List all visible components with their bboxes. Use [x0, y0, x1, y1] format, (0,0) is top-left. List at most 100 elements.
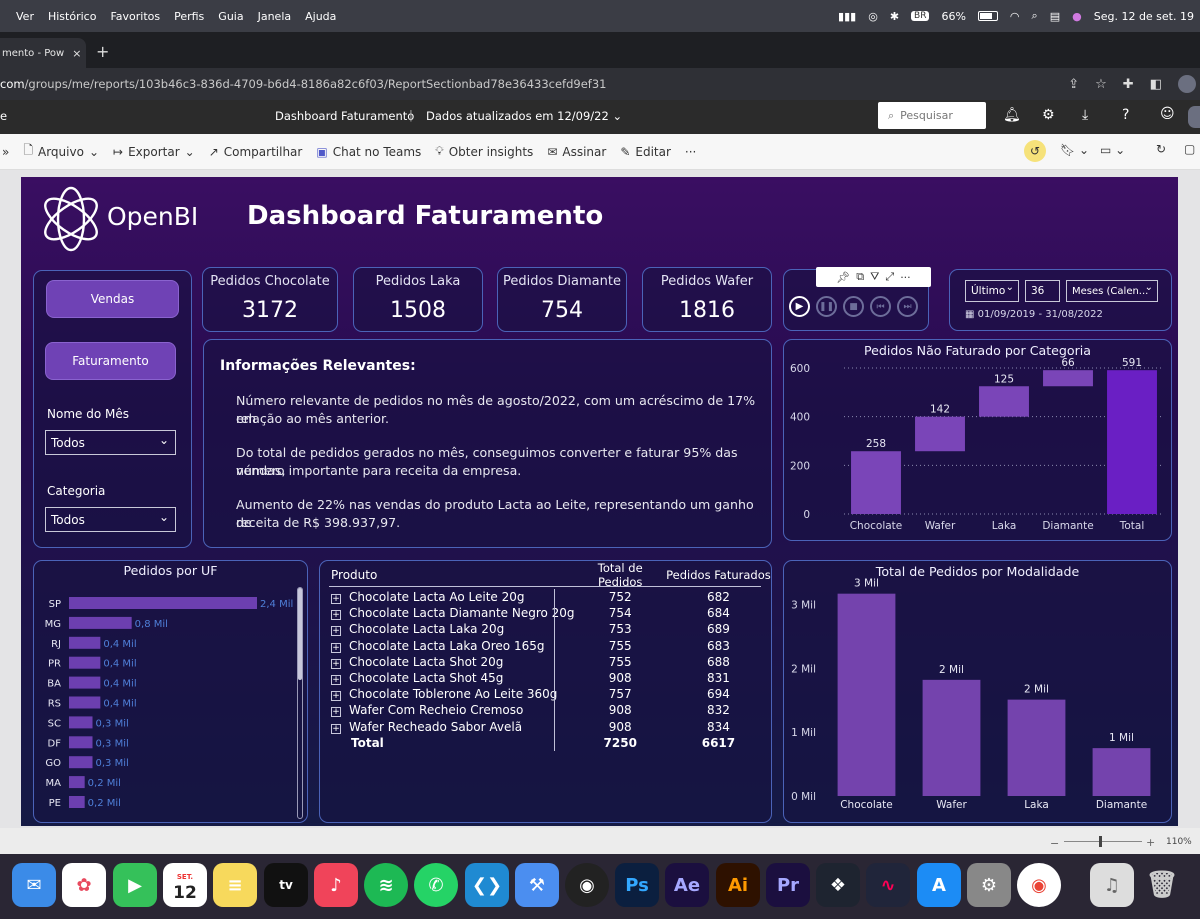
- menu-favoritos[interactable]: Favoritos: [110, 9, 161, 23]
- zoom-slider[interactable]: [1064, 841, 1142, 842]
- whatsapp-app-icon[interactable]: ✆: [414, 863, 458, 907]
- copy-icon[interactable]: ⧉: [856, 270, 865, 283]
- expand-row-icon[interactable]: +: [331, 723, 341, 734]
- table-row[interactable]: + Chocolate Lacta Diamante Negro 20g 754 68…: [320, 605, 771, 621]
- url-text[interactable]: com/groups/me/reports/103b46c3-836d-4709…: [0, 77, 606, 91]
- refresh-icon[interactable]: ↻: [1156, 142, 1167, 156]
- calendar-app-icon[interactable]: SET. 12: [163, 863, 207, 907]
- assinar-button[interactable]: ✉ Assinar: [547, 145, 606, 159]
- col-header-total[interactable]: Total de Pedidos: [597, 561, 643, 589]
- xcode-app-icon[interactable]: ⚒: [515, 863, 559, 907]
- stop-icon[interactable]: ■: [843, 296, 864, 317]
- search-box[interactable]: ⌕ Pesquisar: [878, 102, 986, 129]
- menu-ver[interactable]: Ver: [16, 9, 34, 23]
- creative-cloud-icon[interactable]: ◎: [868, 9, 878, 23]
- insights-button[interactable]: 💡︎ Obter insights: [435, 144, 533, 159]
- expand-row-icon[interactable]: +: [331, 626, 341, 637]
- expand-row-icon[interactable]: +: [331, 594, 341, 605]
- reset-icon[interactable]: ↺: [1024, 140, 1046, 162]
- arquivo-menu[interactable]: 🗋 Arquivo ⌄: [23, 141, 99, 162]
- vscode-app-icon[interactable]: ❮❯: [465, 863, 509, 907]
- expand-row-icon[interactable]: +: [331, 658, 341, 669]
- relative-count-input[interactable]: 36: [1025, 280, 1060, 302]
- facetime-app-icon[interactable]: ▶: [113, 863, 157, 907]
- extensions-icon[interactable]: ✚: [1122, 76, 1134, 92]
- control-center-icon[interactable]: ▤: [1049, 9, 1061, 23]
- play-icon[interactable]: ▶: [789, 296, 810, 317]
- music-app-icon[interactable]: ♪: [314, 863, 358, 907]
- previous-icon[interactable]: ⏮: [870, 296, 891, 317]
- input-source-badge[interactable]: BR: [911, 11, 930, 21]
- share-icon[interactable]: ⇪: [1068, 76, 1080, 92]
- photoshop-app-icon[interactable]: Ps: [615, 863, 659, 907]
- expand-row-icon[interactable]: +: [331, 691, 341, 702]
- zoom-in-icon[interactable]: +: [1146, 836, 1156, 849]
- table-row[interactable]: + Chocolate Lacta Shot 45g 908 831: [320, 670, 771, 686]
- data-updated-dropdown[interactable]: Dados atualizados em 12/09/22 ⌄: [426, 109, 622, 123]
- obs-app-icon[interactable]: ◉: [565, 863, 609, 907]
- table-row[interactable]: + Chocolate Lacta Laka Oreo 165g 755 683: [320, 638, 771, 654]
- mes-filter-dropdown[interactable]: Todos ⌄: [45, 430, 176, 455]
- audio-icon[interactable]: ▮▮▮: [838, 9, 857, 23]
- sidebar-icon[interactable]: ◧: [1149, 76, 1162, 92]
- battery-percent[interactable]: 66%: [941, 9, 966, 23]
- col-header-produto[interactable]: Produto: [331, 568, 378, 582]
- table-row[interactable]: + Wafer Com Recheio Cremoso 908 832: [320, 702, 771, 718]
- compartilhar-button[interactable]: ↗ Compartilhar: [209, 145, 303, 159]
- settings-gear-icon[interactable]: ⚙: [1042, 107, 1055, 123]
- profile-avatar[interactable]: [1178, 75, 1196, 93]
- focus-mode-icon[interactable]: ⤢: [885, 270, 895, 283]
- illustrator-app-icon[interactable]: Ai: [716, 863, 760, 907]
- new-tab-icon[interactable]: +: [96, 42, 110, 61]
- categoria-filter-dropdown[interactable]: Todos ⌄: [45, 507, 176, 532]
- pin-icon[interactable]: 📌︎: [836, 270, 851, 284]
- mail-app-icon[interactable]: ✉: [12, 863, 56, 907]
- editar-button[interactable]: ✎ Editar: [620, 145, 671, 159]
- clock-date[interactable]: Seg. 12 de set. 19: [1093, 9, 1194, 23]
- expand-nav-icon[interactable]: »: [2, 144, 10, 159]
- appstore-app-icon[interactable]: A: [917, 863, 961, 907]
- notes-app-icon[interactable]: ≡: [213, 863, 257, 907]
- col-header-faturados[interactable]: Pedidos Faturados: [666, 568, 771, 582]
- table-row[interactable]: + Chocolate Lacta Shot 20g 755 688: [320, 654, 771, 670]
- uf-scrollbar[interactable]: [297, 587, 303, 819]
- pause-icon[interactable]: ❚❚: [816, 296, 837, 317]
- relative-mode-dropdown[interactable]: Último ⌄: [965, 280, 1019, 302]
- spotify-app-icon[interactable]: ≋: [364, 863, 408, 907]
- uf-scrollbar-thumb[interactable]: [298, 588, 302, 680]
- user-avatar[interactable]: [1188, 106, 1200, 128]
- download-icon[interactable]: ⤓: [1082, 107, 1089, 123]
- table-row[interactable]: + Chocolate Toblerone Ao Leite 360g 757 694: [320, 686, 771, 702]
- audacity-app-icon[interactable]: ∿: [866, 863, 910, 907]
- spotlight-icon[interactable]: ⌕: [1031, 9, 1038, 22]
- exportar-menu[interactable]: ↦ Exportar ⌄: [113, 145, 195, 159]
- appletv-app-icon[interactable]: tv: [264, 863, 308, 907]
- expand-row-icon[interactable]: +: [331, 707, 341, 718]
- vendas-button[interactable]: Vendas: [47, 281, 178, 317]
- zoom-slider-thumb[interactable]: [1099, 836, 1102, 847]
- bookmark-icon[interactable]: 🔖︎ ⌄: [1060, 143, 1090, 157]
- menu-janela[interactable]: Janela: [257, 9, 292, 23]
- view-icon[interactable]: ▭ ⌄: [1100, 143, 1126, 157]
- menu-historico[interactable]: Histórico: [47, 9, 97, 23]
- relative-unit-dropdown[interactable]: Meses (Calen... ⌄: [1066, 280, 1158, 302]
- address-bar[interactable]: com/groups/me/reports/103b46c3-836d-4709…: [0, 68, 1200, 100]
- close-tab-icon[interactable]: ×: [72, 46, 82, 60]
- filter-icon[interactable]: ⛛: [870, 270, 880, 283]
- davinci-app-icon[interactable]: ❖: [816, 863, 860, 907]
- menu-guia[interactable]: Guia: [218, 9, 244, 23]
- menu-ajuda[interactable]: Ajuda: [305, 9, 337, 23]
- browser-tab[interactable]: mento - Pow ×: [0, 38, 86, 68]
- more-options-icon[interactable]: ···: [900, 270, 911, 284]
- notifications-icon[interactable]: 🔔︎: [1003, 107, 1021, 123]
- more-options-button[interactable]: ···: [684, 144, 697, 159]
- table-row[interactable]: + Chocolate Lacta Ao Leite 20g 752 682: [320, 589, 771, 605]
- next-icon[interactable]: ⏭: [897, 296, 918, 317]
- expand-row-icon[interactable]: +: [331, 610, 341, 621]
- aftereffects-app-icon[interactable]: Ae: [665, 863, 709, 907]
- comment-icon[interactable]: ▢: [1184, 142, 1196, 156]
- photos-app-icon[interactable]: ✿: [62, 863, 106, 907]
- bluetooth-icon[interactable]: ✱: [889, 9, 900, 23]
- wifi-icon[interactable]: ◠: [1009, 9, 1020, 23]
- bookmark-star-icon[interactable]: ☆: [1095, 76, 1107, 92]
